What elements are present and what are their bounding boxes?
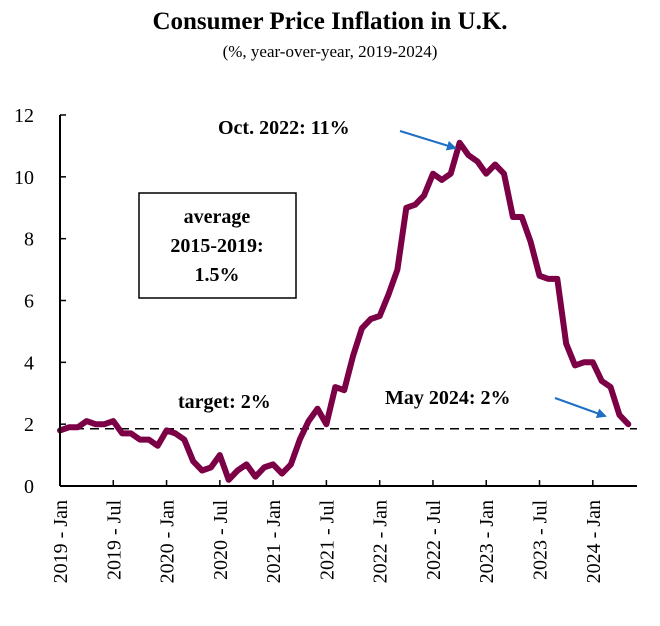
latest-annotation-arrow xyxy=(554,397,607,418)
x-tick-label: 2024 - Jan xyxy=(583,500,605,583)
chart-subtitle: (%, year-over-year, 2019-2024) xyxy=(222,42,438,61)
x-tick-label: 2022 - Jul xyxy=(423,500,445,580)
target-label: target: 2% xyxy=(178,391,271,413)
peak-annotation-label: Oct. 2022: 11% xyxy=(218,117,350,139)
y-tick-label: 12 xyxy=(14,105,34,127)
average-box-line-1: average xyxy=(184,206,251,228)
latest-annotation-label: May 2024: 2% xyxy=(385,387,511,409)
x-tick-label: 2019 - Jan xyxy=(50,500,72,583)
y-tick-label: 8 xyxy=(24,229,34,251)
x-tick-label: 2023 - Jan xyxy=(476,500,498,583)
average-text-box xyxy=(138,192,297,299)
y-tick-label: 10 xyxy=(14,167,34,189)
average-box-line-2: 2015-2019: xyxy=(170,235,263,257)
y-tick-label: 2 xyxy=(24,414,34,436)
x-tick-label: 2020 - Jul xyxy=(210,500,232,580)
peak-annotation-arrow xyxy=(399,130,457,151)
x-tick-label: 2020 - Jan xyxy=(157,500,179,583)
x-tick-label: 2019 - Jul xyxy=(103,500,125,580)
x-tick-label: 2022 - Jan xyxy=(370,500,392,583)
average-box-line-3: 1.5% xyxy=(195,264,240,286)
x-tick-label: 2023 - Jul xyxy=(530,500,552,580)
chart-title: Consumer Price Inflation in U.K. xyxy=(152,8,508,35)
y-tick-label: 6 xyxy=(24,291,34,313)
cpi-series-line xyxy=(57,139,632,483)
x-tick-label: 2021 - Jul xyxy=(316,500,338,580)
y-tick-label: 0 xyxy=(24,476,34,498)
x-tick-label: 2021 - Jan xyxy=(263,500,285,583)
y-tick-label: 4 xyxy=(24,352,34,374)
x-axis-ticks: 2019 - Jan 2019 - Jul 2020 - Jan 2020 - Jul… xyxy=(50,480,605,583)
y-axis-ticks: 0 2 4 6 8 10 12 xyxy=(14,105,66,498)
